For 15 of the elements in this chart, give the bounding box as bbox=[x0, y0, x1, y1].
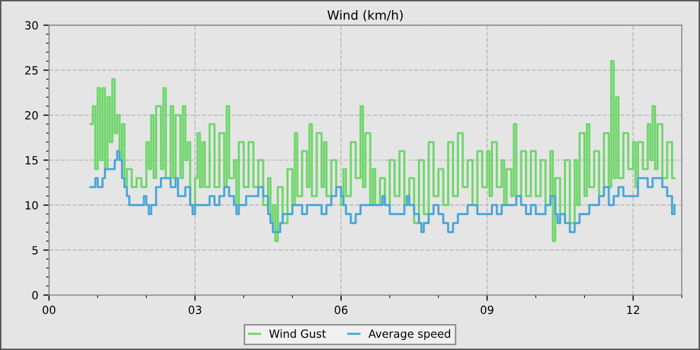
y-tick-label: 5 bbox=[32, 246, 38, 254]
y-tick-label: 10 bbox=[26, 201, 38, 210]
y-tick-label: 0 bbox=[32, 291, 38, 300]
x-tick-label: 09 bbox=[480, 306, 494, 314]
chart-title: Wind (km/h) bbox=[327, 10, 403, 22]
x-tick-label: 12 bbox=[627, 306, 640, 314]
x-tick-label: 06 bbox=[334, 306, 348, 314]
x-tick-label: 03 bbox=[188, 306, 202, 314]
y-tick-label: 20 bbox=[25, 111, 38, 120]
legend-label: Wind Gust bbox=[269, 329, 326, 338]
y-tick-label: 30 bbox=[25, 21, 38, 30]
y-tick-label: 15 bbox=[26, 156, 38, 165]
x-tick-label: 00 bbox=[42, 306, 56, 314]
legend-label: Average speed bbox=[368, 329, 450, 340]
y-tick-label: 25 bbox=[25, 66, 38, 75]
